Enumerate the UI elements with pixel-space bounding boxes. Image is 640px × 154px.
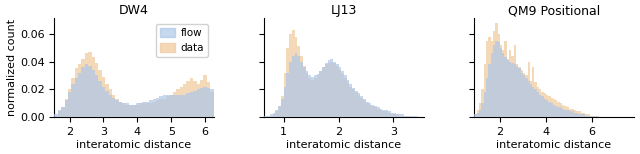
Y-axis label: normalized count: normalized count [7,19,17,116]
X-axis label: interatomic distance: interatomic distance [76,140,191,150]
X-axis label: interatomic distance: interatomic distance [287,140,401,150]
Title: DW4: DW4 [119,4,149,17]
Title: LJ13: LJ13 [331,4,357,17]
Legend: flow, data: flow, data [156,24,208,57]
X-axis label: interatomic distance: interatomic distance [497,140,612,150]
Title: QM9 Positional: QM9 Positional [508,4,600,17]
